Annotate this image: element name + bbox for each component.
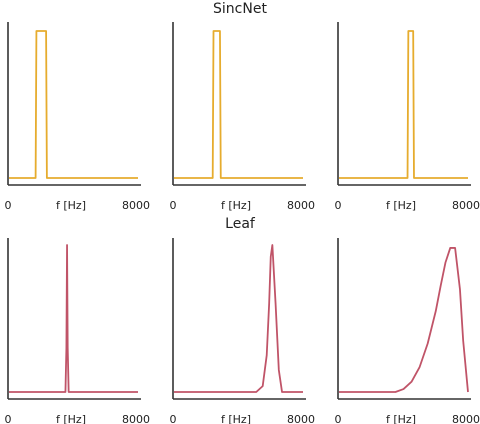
- x-tick-label: 0: [170, 413, 177, 424]
- x-tick-label: 0: [5, 199, 12, 212]
- x-tick-label: 0: [335, 199, 342, 212]
- x-tick-label: 8000: [452, 199, 480, 212]
- x-tick-label: 8000: [287, 413, 315, 424]
- filter-response-line: [9, 244, 138, 393]
- x-axis-label: f [Hz]: [386, 199, 416, 212]
- filter-response-line: [339, 247, 469, 393]
- x-tick-label: 0: [5, 413, 12, 424]
- x-axis-label: f [Hz]: [221, 199, 251, 212]
- row-title-0: SincNet: [213, 1, 267, 17]
- x-tick-label: 8000: [122, 413, 150, 424]
- x-tick-label: 0: [170, 199, 177, 212]
- filter-response-line: [9, 30, 138, 179]
- x-axis-label: f [Hz]: [56, 413, 86, 424]
- row-title-1: Leaf: [225, 216, 256, 232]
- x-tick-label: 8000: [452, 413, 480, 424]
- filter-response-line: [174, 30, 303, 179]
- filter-response-line: [174, 244, 303, 393]
- filter-response-line: [339, 30, 468, 179]
- x-tick-label: 0: [335, 413, 342, 424]
- x-axis-label: f [Hz]: [386, 413, 416, 424]
- x-axis-label: f [Hz]: [221, 413, 251, 424]
- x-axis-label: f [Hz]: [56, 199, 86, 212]
- x-tick-label: 8000: [287, 199, 315, 212]
- x-tick-label: 8000: [122, 199, 150, 212]
